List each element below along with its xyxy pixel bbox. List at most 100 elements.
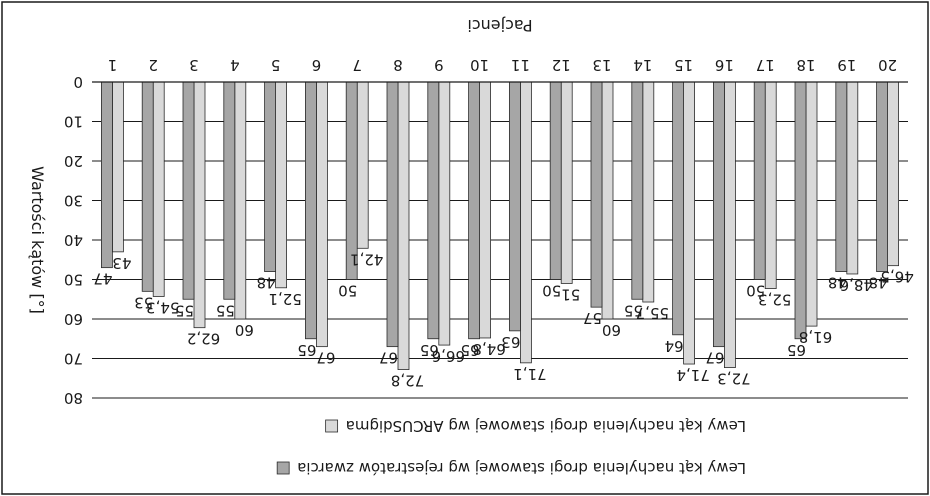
data-label: 48 [257,274,276,292]
bar-series-2 [112,81,124,253]
data-label: 67 [705,349,724,367]
x-tick-label: 7 [352,56,362,74]
y-tick-label: 50 [64,271,83,289]
data-label: 43 [112,254,131,272]
bar-series-2 [519,81,532,364]
x-tick-label: 20 [878,56,897,74]
x-tick-label: 10 [470,56,489,74]
data-labels: 434754,35362,255605552,148676542,15072,8… [93,250,913,389]
data-label: 65 [297,341,316,359]
data-label: 67 [379,349,398,367]
data-label: 64 [665,337,684,355]
bar-series-1 [141,81,154,292]
bar-series-2 [683,81,696,365]
x-tick-label: 1 [108,56,118,74]
x-tick-label: 16 [715,56,734,74]
data-label: 50 [338,282,357,300]
data-label: 51 [561,285,580,303]
x-tick-label: 9 [434,56,444,74]
bar-series-2 [438,81,451,346]
data-label: 57 [583,309,602,327]
legend-label: Lewy kąt nachylenia drogi stawowej wg AR… [346,417,746,435]
bar-series-2 [193,81,206,329]
data-label: 71,4 [676,366,709,384]
x-tick-label: 5 [271,56,281,74]
y-tick-labels: 0 10 20 30 40 50 60 70 80 [64,73,83,407]
x-tick-label: 2 [148,56,158,74]
bar-series-1 [712,81,725,348]
bar-series-1 [508,81,521,332]
bar-series-2 [275,81,287,289]
bar-series-1 [427,81,440,340]
x-axis-title: Pacjenci [467,16,532,35]
data-label: 53 [134,293,153,311]
legend: Lewy kąt nachylenia drogi stawowej wg re… [276,417,746,477]
data-label: 52,3 [758,291,791,309]
data-label: 48 [869,274,888,292]
data-label: 55,7 [636,304,669,322]
data-label: 52,1 [268,290,301,308]
x-tick-label: 6 [312,56,322,74]
data-label: 55 [216,301,235,319]
data-label: 46,5 [880,268,913,286]
bar-series-2 [479,81,492,339]
y-tick-label: 80 [64,389,83,407]
bar-series-2 [152,81,165,297]
y-tick-label: 0 [73,73,83,91]
x-tick-label: 12 [552,56,571,74]
data-label: 50 [746,282,765,300]
x-tick-label: 3 [189,56,199,74]
bar-series-1 [305,81,317,340]
legend-swatch [325,419,339,433]
data-label: 64,8 [472,340,505,358]
bar-series-1 [876,81,888,273]
bar-series-2 [887,81,900,267]
y-tick-label: 40 [64,231,83,249]
bar-series-2 [723,81,736,368]
bar-series-1 [264,81,276,273]
data-label: 72,3 [717,370,750,388]
data-label: 54,3 [146,298,179,316]
legend-swatch [276,461,290,475]
bar-series-1 [386,81,399,348]
bar-series-1 [182,81,195,300]
bar-series-2 [846,81,859,275]
data-label: 48 [828,274,847,292]
bar-series-2 [805,81,818,327]
x-tick-label: 14 [633,56,652,74]
bar-series-1 [835,81,848,273]
bar-series-2 [560,81,573,284]
bar-series-1 [101,81,113,269]
x-tick-label: 13 [592,56,611,74]
bars-group [101,81,900,370]
data-label: 55 [175,301,194,319]
data-label: 65 [420,341,439,359]
data-label: 67 [316,349,335,367]
data-label: 65 [787,341,806,359]
data-label: 61,8 [799,328,832,346]
bar-series-2 [356,81,369,249]
bar-series-1 [468,81,481,340]
data-label: 63 [501,333,520,351]
data-label: 50 [542,282,561,300]
x-tick-label: 8 [393,56,403,74]
y-axis-title: Wartości kątów [°] [28,166,47,314]
bar-series-1 [549,81,562,280]
data-label: 60 [602,321,621,339]
data-label: 60 [235,321,254,339]
data-label: 42,1 [350,250,383,268]
y-tick-label: 30 [64,192,83,210]
data-label: 62,2 [187,330,220,348]
bar-series-2 [764,81,777,289]
y-tick-label: 70 [64,350,83,368]
x-tick-labels: 1 2 3 4 5 6 7 8 9 10 11 12 13 14 15 16 17 18 19 20 [108,56,898,74]
data-label: 47 [93,270,112,288]
data-label: 55 [624,301,643,319]
bar-series-1 [753,81,766,280]
x-tick-label: 18 [796,56,815,74]
bar-series-2 [601,81,614,320]
y-tick-label: 60 [64,310,83,328]
bar-series-1 [672,81,685,336]
bar-series-2 [642,81,655,303]
